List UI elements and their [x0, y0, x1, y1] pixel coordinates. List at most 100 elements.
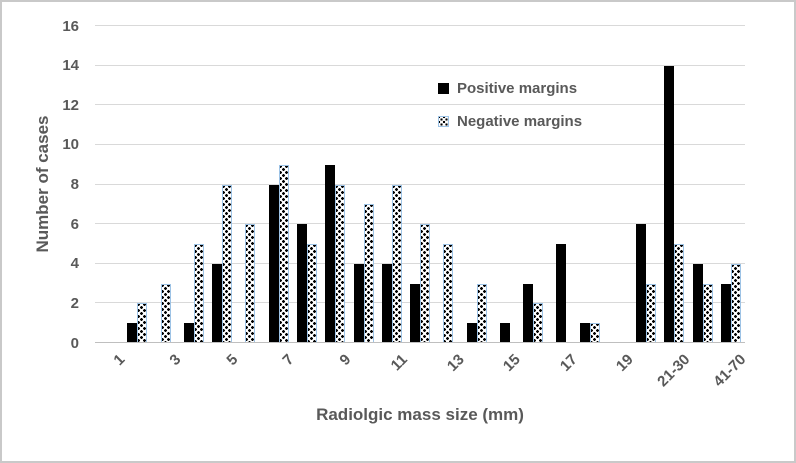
y-tick-label: 10: [62, 136, 79, 154]
category-group-5: [208, 26, 236, 343]
category-group-1: [95, 26, 123, 343]
bar-positive: [720, 283, 731, 343]
bar-positive: [410, 283, 421, 343]
bar-positive: [212, 263, 223, 343]
legend-item-negative-margins: Negative margins: [438, 111, 582, 131]
bar-negative: [702, 283, 713, 343]
x-tick-label-19: 19: [613, 351, 637, 375]
category-group-19: [604, 26, 632, 343]
category-group-slot-12: [406, 26, 434, 343]
y-tick-label: 6: [70, 215, 79, 233]
gridline-8: [95, 183, 745, 185]
category-group-15: [491, 26, 519, 343]
y-tick-label: 0: [70, 334, 79, 352]
y-tick-label: 12: [62, 96, 79, 114]
bar-negative: [443, 243, 454, 343]
x-axis-line: [95, 342, 745, 343]
x-axis-tick-labels: 1 3 5 7 9 11 13 15 17 19 21-30 41-70: [95, 351, 750, 411]
category-group-slot-10: [349, 26, 377, 343]
x-axis-title: Radiolgic mass size (mm): [316, 405, 524, 424]
gridline-6: [95, 223, 745, 225]
legend-item-positive-margins: Positive margins: [438, 78, 582, 98]
bar-negative: [137, 303, 148, 343]
bar-positive: [268, 184, 279, 343]
legend-label: Positive margins: [457, 79, 578, 97]
positive-margins-swatch-icon: [438, 82, 449, 94]
bar-negative: [674, 243, 685, 343]
category-group-21-30: [660, 26, 688, 343]
bar-negative: [193, 243, 204, 343]
bar-negative: [391, 184, 402, 343]
x-tick-label-41-70: 41-70: [710, 351, 750, 391]
y-axis-tick-labels: 0 2 4 6 8 10 12 14 16: [2, 18, 79, 352]
bar-positive: [523, 283, 534, 343]
category-group-41-70: [717, 26, 745, 343]
category-group-slot-8: [293, 26, 321, 343]
bar-negative: [160, 283, 171, 343]
bar-series: [95, 26, 745, 343]
bar-negative: [363, 204, 374, 343]
x-tick-label-21-30: 21-30: [654, 351, 694, 391]
category-group-3: [152, 26, 180, 343]
y-tick-label: 2: [70, 294, 79, 312]
bar-negative: [306, 243, 317, 343]
x-tick-label-7: 7: [279, 351, 298, 369]
bar-positive: [499, 323, 510, 343]
gridline-16: [95, 25, 745, 26]
bar-positive: [579, 323, 590, 343]
category-group-slot-22: [689, 26, 717, 343]
bar-negative: [222, 184, 233, 343]
y-tick-label: 8: [70, 176, 79, 193]
category-group-7: [265, 26, 293, 343]
bar-negative: [589, 323, 600, 343]
legend-label: Negative margins: [457, 112, 583, 130]
category-group-slot-4: [180, 26, 208, 343]
category-group-slot-14: [462, 26, 490, 343]
bar-positive: [692, 263, 703, 343]
bar-positive: [127, 323, 138, 343]
category-group-slot-20: [632, 26, 660, 343]
x-tick-label-11: 11: [387, 351, 411, 375]
category-group-slot-6: [236, 26, 264, 343]
category-group-11: [378, 26, 406, 343]
bar-positive: [296, 224, 307, 343]
x-tick-label-17: 17: [556, 351, 581, 375]
x-tick-label-3: 3: [166, 351, 185, 369]
gridline-14: [95, 64, 745, 66]
x-tick-label-15: 15: [499, 351, 524, 375]
gridline-12: [95, 104, 745, 106]
bar-negative: [420, 224, 431, 343]
bar-positive: [556, 243, 567, 343]
bar-positive: [664, 65, 675, 343]
y-tick-label: 16: [62, 17, 79, 35]
bar-negative: [646, 283, 657, 343]
bar-positive: [325, 164, 336, 343]
category-group-9: [321, 26, 349, 343]
bar-positive: [381, 263, 392, 343]
category-group-13: [434, 26, 462, 343]
gridline-10: [95, 143, 745, 145]
y-tick-label: 14: [62, 57, 79, 75]
bar-positive: [183, 323, 194, 343]
negative-margins-swatch-icon: [438, 115, 449, 127]
legend: Positive margins Negative margins: [438, 78, 582, 144]
bar-negative: [278, 164, 289, 343]
x-tick-label-1: 1: [110, 351, 129, 369]
y-tick-label: 4: [70, 255, 79, 273]
bar-positive: [353, 263, 364, 343]
bar-positive: [636, 224, 647, 343]
bar-negative: [730, 263, 741, 343]
x-tick-label-13: 13: [443, 351, 468, 375]
category-group-slot-2: [123, 26, 151, 343]
x-tick-label-9: 9: [336, 351, 355, 369]
bar-negative: [245, 224, 256, 343]
category-group-slot-18: [576, 26, 604, 343]
bar-negative: [476, 283, 487, 343]
x-tick-label-5: 5: [223, 351, 242, 369]
category-group-slot-16: [519, 26, 547, 343]
bar-positive: [466, 323, 477, 343]
category-group-17: [547, 26, 575, 343]
plot-area: [95, 25, 745, 343]
bar-negative: [335, 184, 346, 343]
